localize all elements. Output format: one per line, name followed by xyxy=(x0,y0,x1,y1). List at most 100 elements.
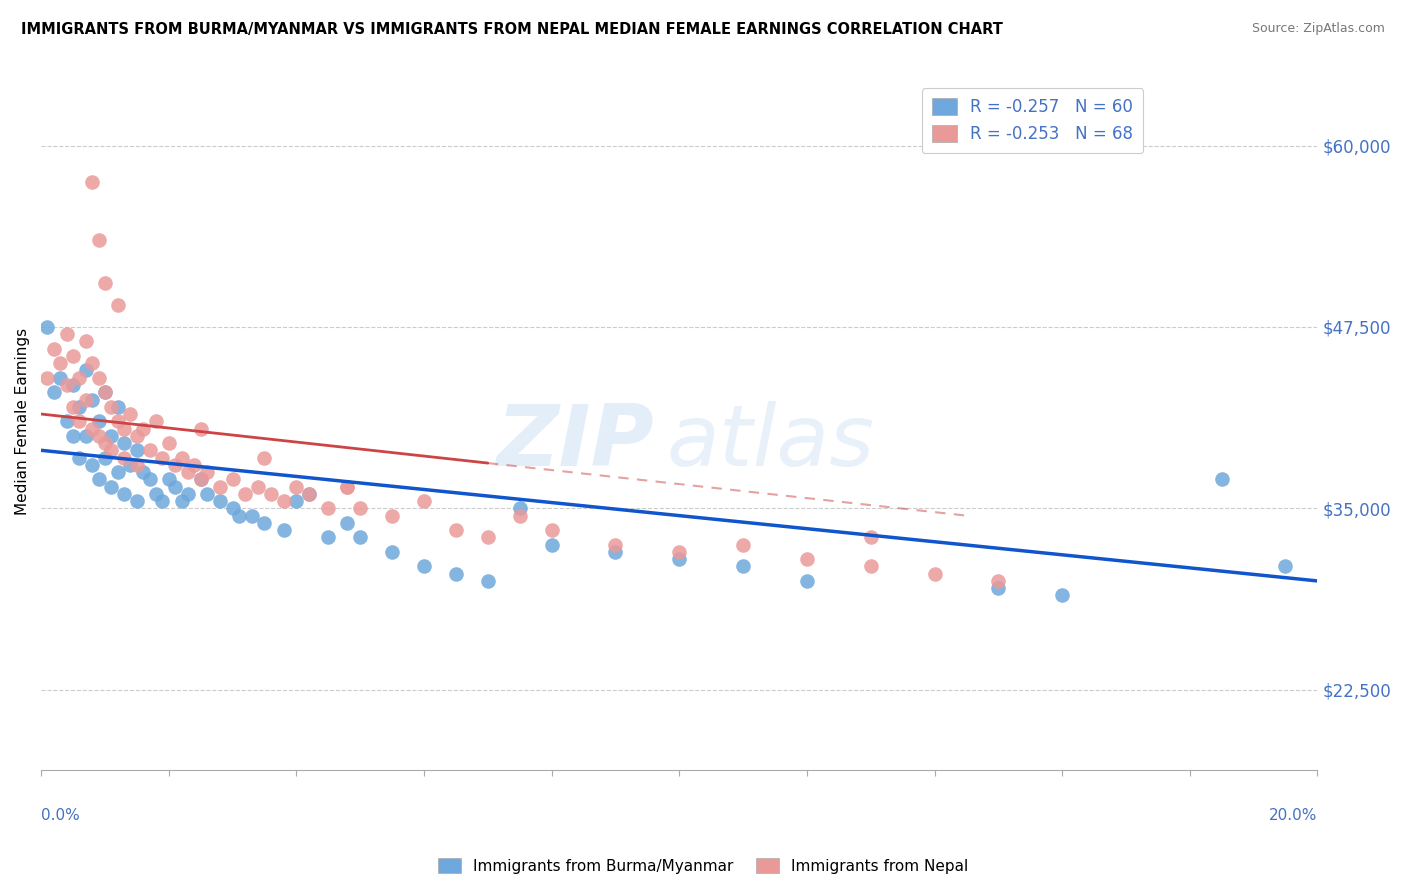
Point xyxy=(157,436,180,450)
Point xyxy=(120,458,142,472)
Point xyxy=(82,458,104,472)
Point xyxy=(509,508,531,523)
Point xyxy=(509,501,531,516)
Point xyxy=(381,545,404,559)
Point xyxy=(1050,589,1073,603)
Point xyxy=(67,370,90,384)
Point xyxy=(125,458,148,472)
Point xyxy=(62,378,84,392)
Point xyxy=(1211,472,1233,486)
Point xyxy=(87,429,110,443)
Point xyxy=(107,465,129,479)
Point xyxy=(82,356,104,370)
Point xyxy=(190,472,212,486)
Point xyxy=(336,516,359,530)
Point xyxy=(94,436,117,450)
Point xyxy=(145,414,167,428)
Point xyxy=(413,559,436,574)
Point xyxy=(177,487,200,501)
Point xyxy=(477,530,499,544)
Point xyxy=(165,458,187,472)
Legend: R = -0.257   N = 60, R = -0.253   N = 68: R = -0.257 N = 60, R = -0.253 N = 68 xyxy=(922,88,1143,153)
Point xyxy=(157,472,180,486)
Point xyxy=(221,501,243,516)
Point xyxy=(55,327,77,342)
Point xyxy=(132,421,155,435)
Point xyxy=(112,421,135,435)
Point xyxy=(75,429,97,443)
Point xyxy=(138,472,160,486)
Point xyxy=(82,392,104,407)
Text: IMMIGRANTS FROM BURMA/MYANMAR VS IMMIGRANTS FROM NEPAL MEDIAN FEMALE EARNINGS CO: IMMIGRANTS FROM BURMA/MYANMAR VS IMMIGRA… xyxy=(21,22,1002,37)
Point xyxy=(381,508,404,523)
Point xyxy=(62,349,84,363)
Point xyxy=(82,175,104,189)
Point xyxy=(253,516,276,530)
Point xyxy=(42,385,65,400)
Point xyxy=(195,465,218,479)
Point xyxy=(67,414,90,428)
Point xyxy=(273,523,295,537)
Point xyxy=(37,370,59,384)
Point xyxy=(112,450,135,465)
Point xyxy=(273,494,295,508)
Point xyxy=(285,494,308,508)
Point xyxy=(145,487,167,501)
Point xyxy=(1274,559,1296,574)
Point xyxy=(42,342,65,356)
Point xyxy=(150,494,173,508)
Point xyxy=(165,480,187,494)
Point xyxy=(731,538,754,552)
Point xyxy=(100,400,122,414)
Point xyxy=(55,414,77,428)
Point xyxy=(170,450,193,465)
Text: 20.0%: 20.0% xyxy=(1270,808,1317,823)
Point xyxy=(67,450,90,465)
Point xyxy=(349,501,371,516)
Point xyxy=(605,538,627,552)
Point xyxy=(298,487,321,501)
Point xyxy=(177,465,200,479)
Point xyxy=(540,538,562,552)
Point xyxy=(796,552,818,566)
Point xyxy=(125,494,148,508)
Point xyxy=(87,370,110,384)
Point xyxy=(260,487,283,501)
Point xyxy=(298,487,321,501)
Point xyxy=(82,421,104,435)
Point xyxy=(170,494,193,508)
Point xyxy=(87,414,110,428)
Point xyxy=(221,472,243,486)
Point xyxy=(444,784,467,798)
Point xyxy=(253,450,276,465)
Point xyxy=(336,480,359,494)
Point xyxy=(125,429,148,443)
Point xyxy=(668,545,690,559)
Point xyxy=(100,429,122,443)
Legend: Immigrants from Burma/Myanmar, Immigrants from Nepal: Immigrants from Burma/Myanmar, Immigrant… xyxy=(432,852,974,880)
Point xyxy=(75,363,97,377)
Point xyxy=(987,581,1010,595)
Point xyxy=(75,392,97,407)
Point xyxy=(94,385,117,400)
Point xyxy=(195,487,218,501)
Point xyxy=(100,443,122,458)
Point xyxy=(55,378,77,392)
Point xyxy=(336,480,359,494)
Point xyxy=(859,530,882,544)
Point xyxy=(349,530,371,544)
Point xyxy=(94,385,117,400)
Point xyxy=(100,480,122,494)
Point xyxy=(859,559,882,574)
Point xyxy=(120,407,142,421)
Point xyxy=(132,465,155,479)
Point xyxy=(987,574,1010,588)
Point xyxy=(444,523,467,537)
Point xyxy=(107,414,129,428)
Point xyxy=(49,370,72,384)
Point xyxy=(62,400,84,414)
Point xyxy=(316,530,339,544)
Point xyxy=(67,400,90,414)
Point xyxy=(112,436,135,450)
Point xyxy=(112,487,135,501)
